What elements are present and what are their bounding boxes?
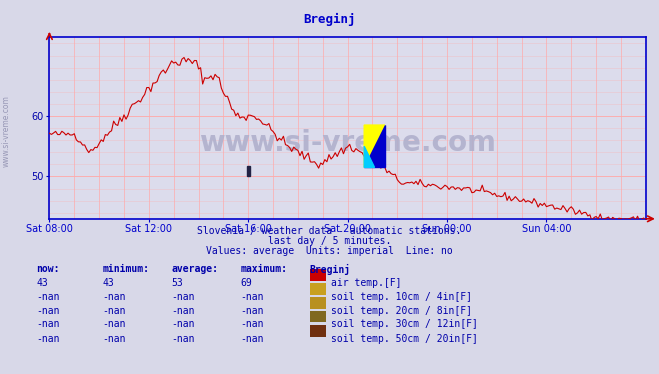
Text: www.si-vreme.com: www.si-vreme.com	[199, 129, 496, 157]
Text: soil temp. 50cm / 20in[F]: soil temp. 50cm / 20in[F]	[331, 334, 478, 344]
Text: -nan: -nan	[171, 319, 195, 329]
Text: now:: now:	[36, 264, 60, 274]
Text: -nan: -nan	[241, 334, 264, 344]
Text: -nan: -nan	[36, 319, 60, 329]
Text: minimum:: minimum:	[102, 264, 149, 274]
Text: 43: 43	[102, 278, 114, 288]
Text: soil temp. 10cm / 4in[F]: soil temp. 10cm / 4in[F]	[331, 292, 473, 302]
Text: -nan: -nan	[102, 306, 126, 316]
Text: -nan: -nan	[241, 306, 264, 316]
Text: soil temp. 30cm / 12in[F]: soil temp. 30cm / 12in[F]	[331, 319, 478, 329]
Text: 53: 53	[171, 278, 183, 288]
Text: -nan: -nan	[102, 319, 126, 329]
Text: last day / 5 minutes.: last day / 5 minutes.	[268, 236, 391, 246]
Polygon shape	[364, 125, 385, 168]
Text: 43: 43	[36, 278, 48, 288]
Text: Breginj: Breginj	[303, 13, 356, 26]
Text: www.si-vreme.com: www.si-vreme.com	[2, 95, 11, 167]
Text: -nan: -nan	[241, 319, 264, 329]
Text: -nan: -nan	[171, 292, 195, 302]
Polygon shape	[364, 146, 374, 168]
Text: Breginj: Breginj	[310, 264, 351, 275]
Text: -nan: -nan	[36, 334, 60, 344]
Text: -nan: -nan	[102, 292, 126, 302]
Text: -nan: -nan	[36, 306, 60, 316]
Polygon shape	[247, 166, 250, 177]
Text: 69: 69	[241, 278, 252, 288]
Text: Values: average  Units: imperial  Line: no: Values: average Units: imperial Line: no	[206, 246, 453, 256]
Text: maximum:: maximum:	[241, 264, 287, 274]
Text: Slovenia / weather data - automatic stations.: Slovenia / weather data - automatic stat…	[197, 226, 462, 236]
Text: soil temp. 20cm / 8in[F]: soil temp. 20cm / 8in[F]	[331, 306, 473, 316]
Text: air temp.[F]: air temp.[F]	[331, 278, 402, 288]
Text: -nan: -nan	[36, 292, 60, 302]
Text: average:: average:	[171, 264, 218, 274]
Text: -nan: -nan	[171, 306, 195, 316]
Text: -nan: -nan	[102, 334, 126, 344]
Text: -nan: -nan	[241, 292, 264, 302]
Polygon shape	[364, 125, 385, 168]
Text: -nan: -nan	[171, 334, 195, 344]
